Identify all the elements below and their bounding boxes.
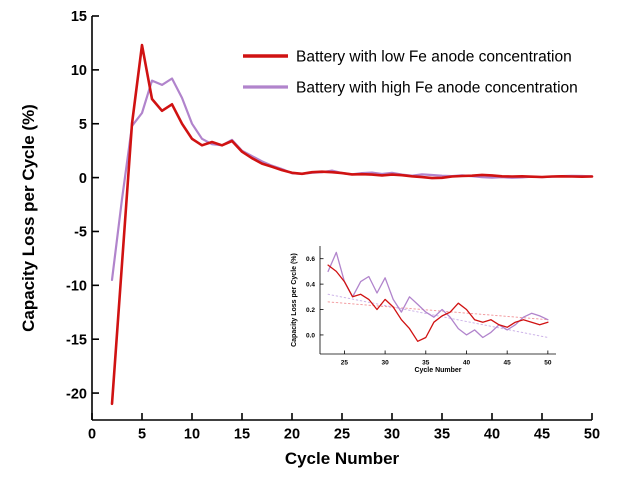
main-x-tick-label: 25: [334, 427, 350, 443]
main-plot: 0 5 10 15 20 25 30 35 40 45 50 -20 -15 -10 -5 0 5 10 15 Cyc…: [19, 9, 600, 468]
inset-trend-line-0: [327, 301, 549, 321]
legend-label: Battery with high Fe anode concentration: [296, 80, 578, 97]
main-y-tick-label: -20: [66, 386, 87, 402]
inset-x-tick-label: 50: [544, 360, 552, 367]
legend-label: Battery with low Fe anode concentration: [296, 49, 572, 66]
main-x-tick-label: 35: [434, 427, 450, 443]
inset-y-tick-label: 0.2: [306, 307, 315, 314]
inset-y-axis-title: Capacity Loss per Cycle (%): [291, 253, 298, 347]
main-x-tick-label: 5: [138, 427, 146, 443]
inset-x-tick-label: 45: [504, 360, 512, 367]
legend: Battery with low Fe anode concentration B…: [243, 49, 578, 97]
main-x-tick-label: 15: [234, 427, 250, 443]
inset-background: [282, 238, 574, 380]
main-x-tick-label: 30: [384, 427, 400, 443]
inset-series-high-fe-line: [327, 251, 549, 339]
main-y-tick-label: -5: [74, 225, 87, 241]
main-y-tick-label: -15: [66, 332, 87, 348]
main-y-tick-label: -10: [66, 279, 87, 295]
inset-y-tick-label: 0.4: [306, 281, 315, 288]
main-y-tick-label: 15: [71, 9, 87, 25]
main-x-tick-label: 50: [584, 427, 600, 443]
main-y-tick-label: 5: [79, 117, 87, 133]
series-low-fe-line: [110, 43, 594, 406]
inset-series-low-fe-line: [327, 264, 549, 342]
main-y-tick-label: 10: [71, 63, 87, 79]
inset-x-tick-label: 25: [341, 360, 349, 367]
main-y-axis-title: Capacity Loss per Cycle (%): [19, 104, 38, 332]
main-x-tick-label: 0: [88, 427, 96, 443]
main-x-tick-label: 45: [534, 427, 550, 443]
inset-trend-line-1: [327, 293, 549, 338]
main-x-tick-label: 20: [284, 427, 300, 443]
inset-plot: 25 30 35 40 45 50 0.0 0.2 0.4 0.6 Cycle Number Capa…: [282, 238, 574, 380]
inset-x-tick-label: 30: [381, 360, 389, 367]
inset-y-tick-label: 0.0: [306, 332, 315, 339]
main-x-axis-title: Cycle Number: [285, 449, 400, 468]
main-y-tick-label: 0: [79, 171, 87, 187]
main-x-tick-label: 10: [184, 427, 200, 443]
inset-x-axis-title: Cycle Number: [414, 367, 461, 374]
inset-x-tick-label: 35: [422, 360, 430, 367]
main-x-tick-label: 40: [484, 427, 500, 443]
inset-y-tick-label: 0.6: [306, 256, 315, 263]
inset-x-tick-label: 40: [463, 360, 471, 367]
